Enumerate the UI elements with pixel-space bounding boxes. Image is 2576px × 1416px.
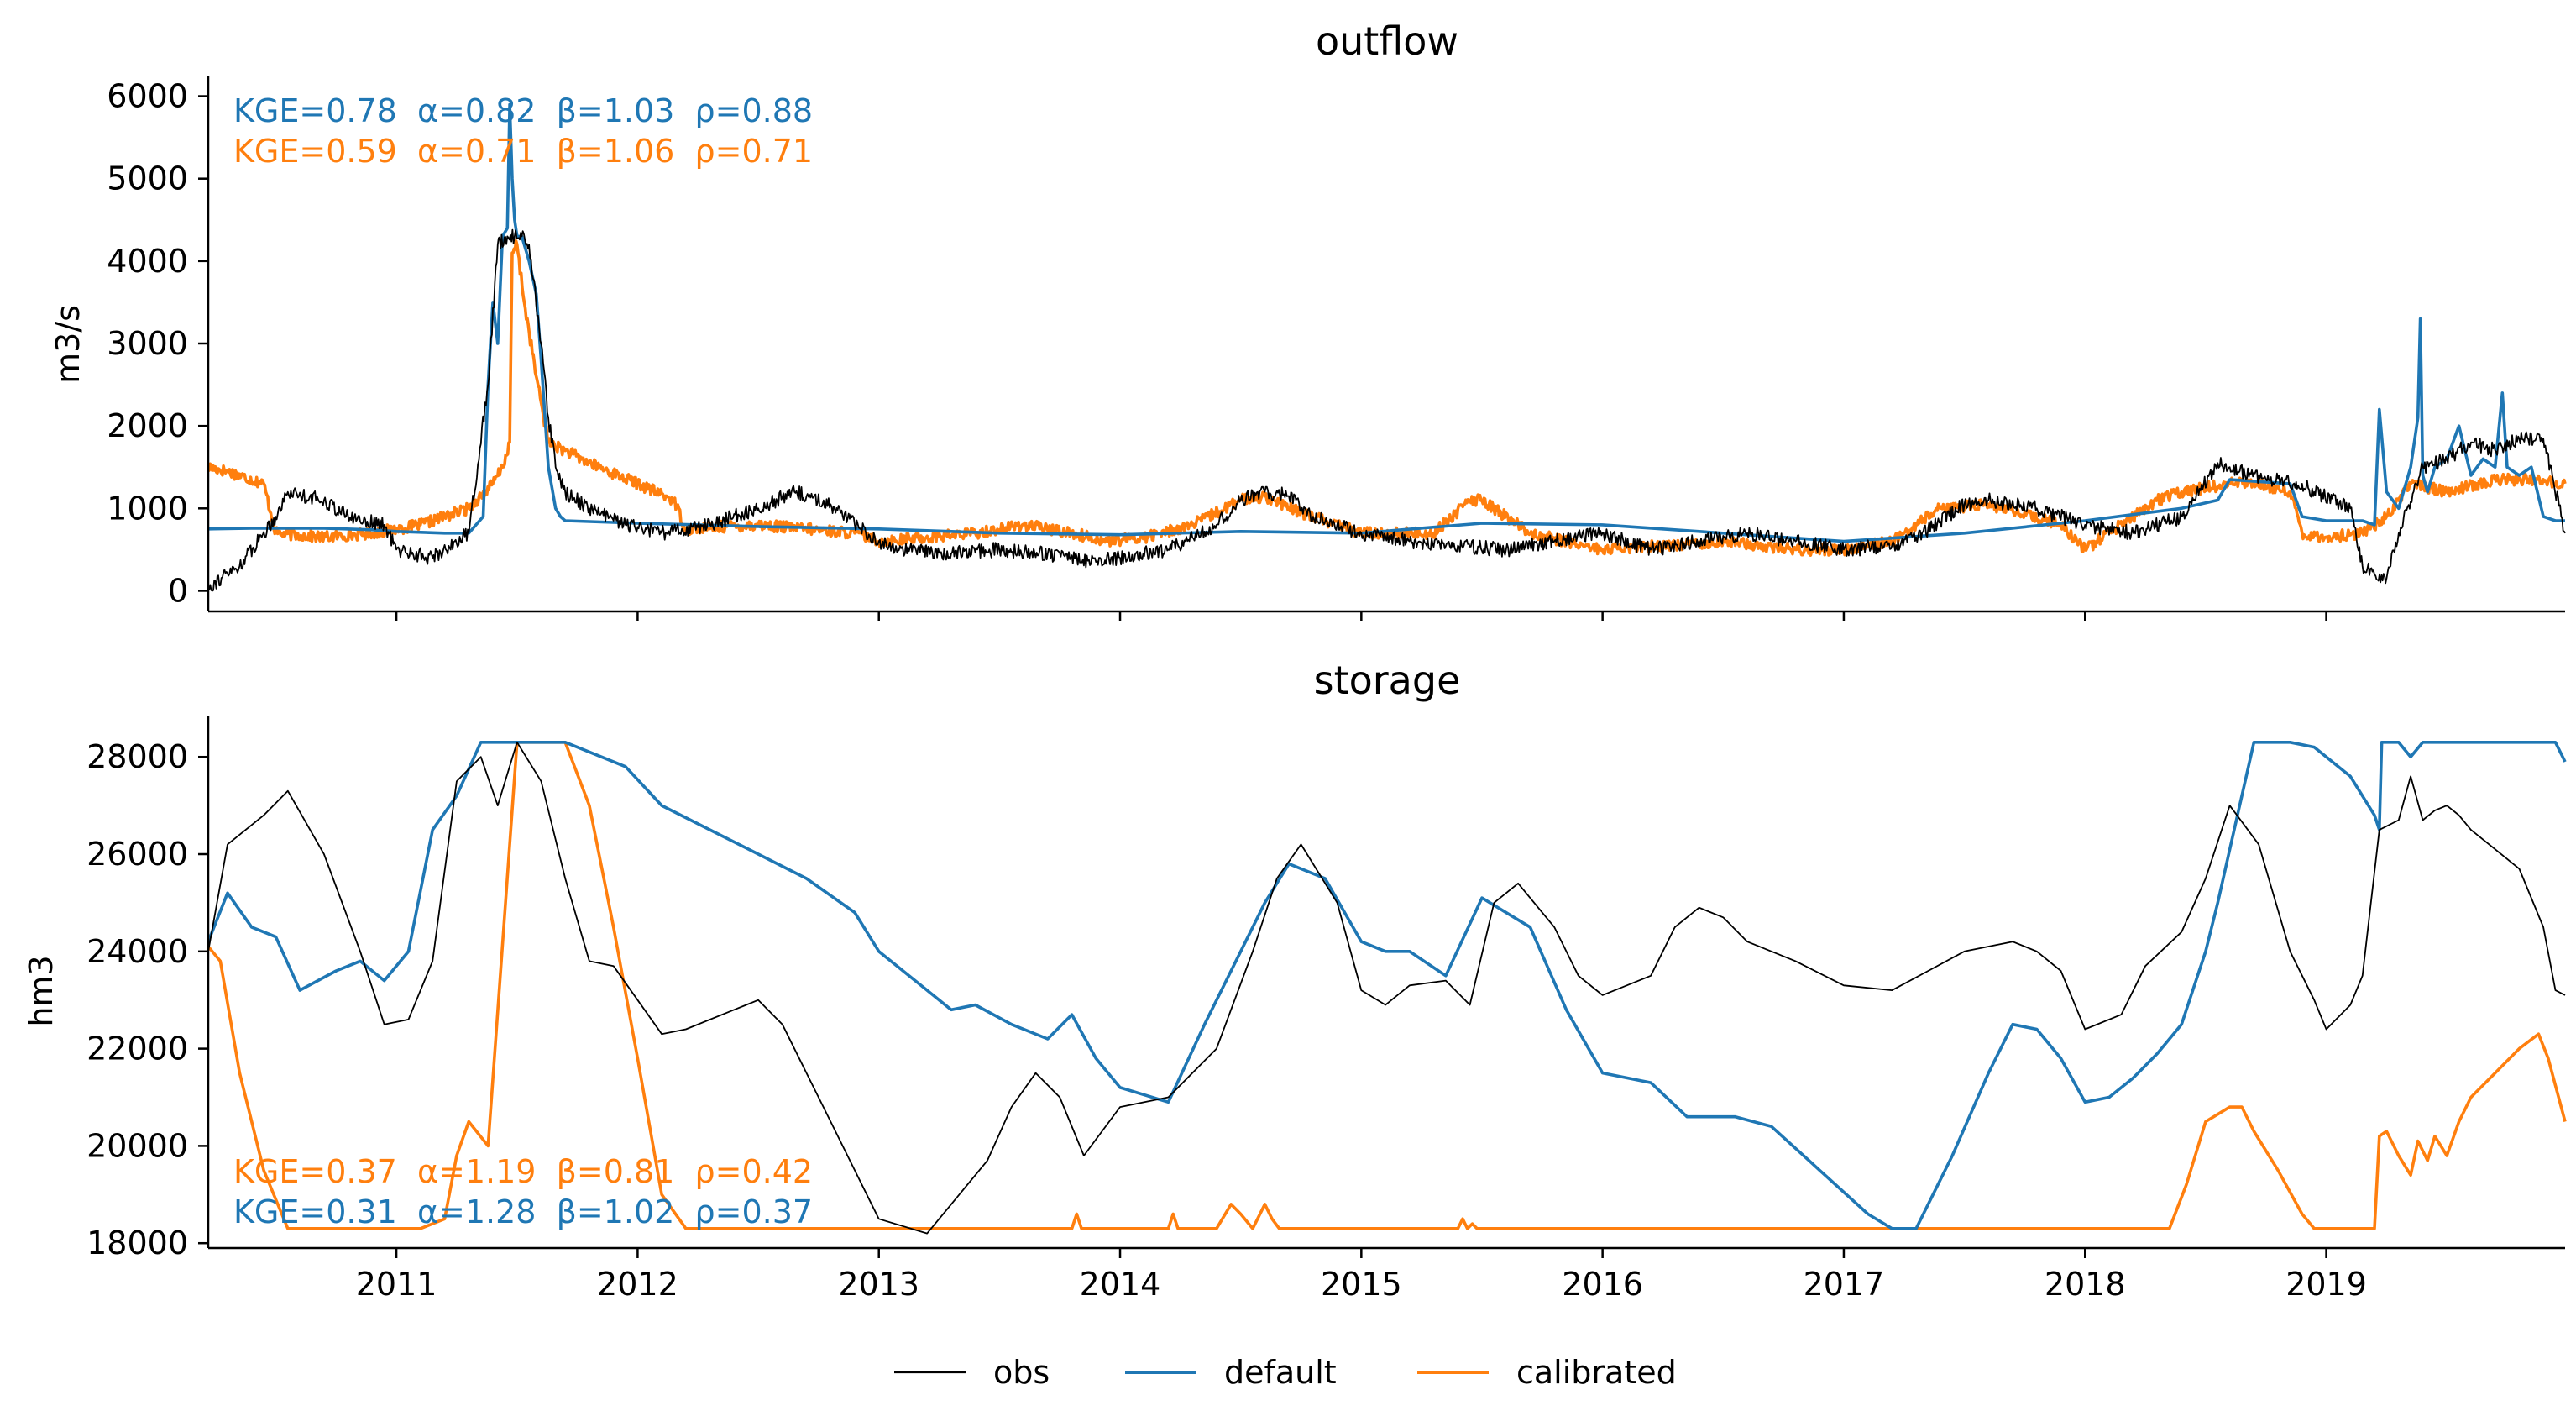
y-ticks-outflow: 0 1000 2000 3000 4000 5000 6000: [107, 78, 208, 609]
legend-label-default: default: [1224, 1354, 1337, 1391]
panel-storage: storage hm3 18000 20000 22000 24000 26000 280…: [23, 658, 2567, 1303]
y-tick-label: 28000: [86, 738, 188, 775]
x-tick-label: 2019: [2285, 1266, 2367, 1303]
y-axis-label-storage: hm3: [23, 955, 60, 1026]
y-tick-label: 4000: [107, 243, 188, 280]
y-tick-label: 0: [168, 572, 188, 609]
chart-title-outflow: outflow: [1316, 18, 1458, 64]
series-line-obs-outflow: [207, 228, 2566, 592]
metrics-calibrated-storage: KGE=0.37 α=1.19 β=0.81 ρ=0.42: [233, 1153, 813, 1190]
y-tick-label: 6000: [107, 78, 188, 115]
x-tick-label: 2018: [2045, 1266, 2126, 1303]
x-tick-label: 2016: [1562, 1266, 1643, 1303]
y-tick-label: 5000: [107, 160, 188, 197]
y-tick-label: 26000: [86, 836, 188, 873]
series-lines-outflow: [207, 102, 2567, 592]
metrics-calibrated-outflow: KGE=0.59 α=0.71 β=1.06 ρ=0.71: [233, 133, 813, 170]
x-tick-label: 2011: [356, 1266, 437, 1303]
series-line-default-storage: [207, 740, 2567, 1230]
x-tick-label: 2012: [597, 1266, 678, 1303]
series-line-obs-storage: [207, 741, 2566, 1235]
legend-label-obs: obs: [993, 1354, 1050, 1391]
y-axis-label-outflow: m3/s: [50, 305, 86, 384]
x-tick-label: 2013: [838, 1266, 919, 1303]
y-ticks-storage: 18000 20000 22000 24000 26000 28000: [86, 738, 208, 1261]
y-tick-label: 2000: [107, 407, 188, 444]
panel-outflow: outflow m3/s 0 1000 2000 3000 4000 5000 6000 K…: [50, 18, 2567, 621]
chart-title-storage: storage: [1314, 658, 1461, 703]
metrics-default-storage: KGE=0.31 α=1.28 β=1.02 ρ=0.37: [233, 1193, 813, 1230]
x-ticks-storage: 2011 2012 2013 2014 2015 2016 2017 2018 2019: [356, 1248, 2367, 1303]
x-ticks-outflow: [395, 611, 2327, 621]
metrics-default-outflow: KGE=0.78 α=0.82 β=1.03 ρ=0.88: [233, 92, 813, 129]
y-tick-label: 20000: [86, 1127, 188, 1164]
y-tick-label: 18000: [86, 1225, 188, 1261]
y-tick-label: 1000: [107, 490, 188, 527]
y-tick-label: 24000: [86, 933, 188, 970]
x-tick-label: 2015: [1321, 1266, 1402, 1303]
series-line-calibrated-storage: [207, 740, 2567, 1230]
y-tick-label: 22000: [86, 1031, 188, 1067]
y-tick-label: 3000: [107, 325, 188, 362]
legend-label-calibrated: calibrated: [1516, 1354, 1677, 1391]
x-tick-label: 2017: [1804, 1266, 1885, 1303]
series-lines-storage: [207, 740, 2567, 1235]
x-tick-label: 2014: [1080, 1266, 1161, 1303]
legend: obs default calibrated: [894, 1354, 1677, 1391]
